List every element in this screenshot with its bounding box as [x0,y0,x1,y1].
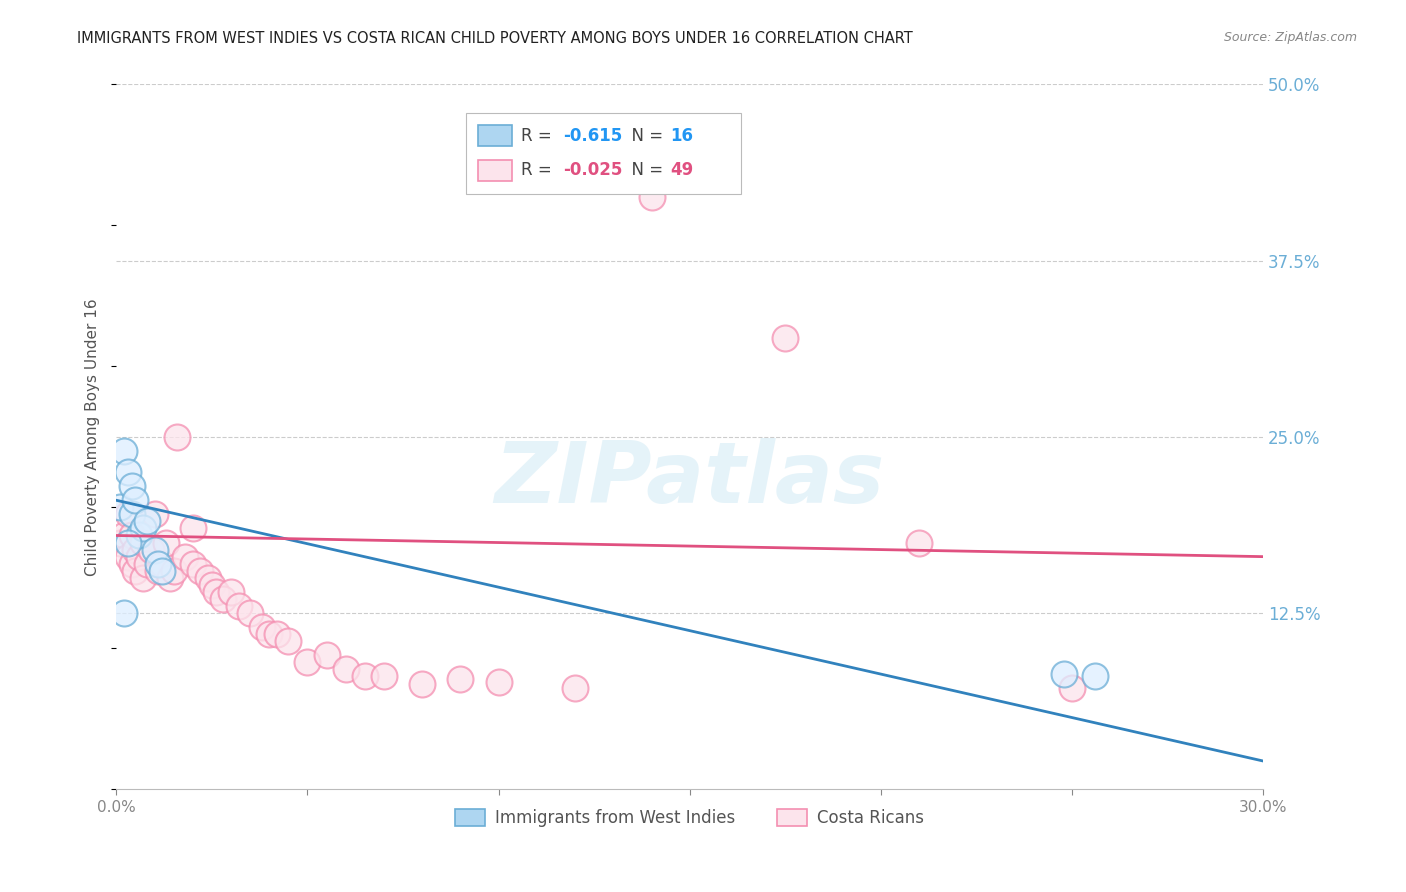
Point [166,430,188,444]
Point [150,557,173,571]
Point [775,331,797,345]
Text: N =: N = [621,161,668,179]
Point [155,535,177,549]
Point [353,669,375,683]
Point [1060,681,1083,695]
Point [411,676,433,690]
Point [197,571,219,585]
Point [128,528,150,542]
Text: 49: 49 [671,161,693,179]
Point [117,549,139,564]
Point [181,521,204,535]
Point [908,535,931,549]
Y-axis label: Child Poverty Among Boys Under 16: Child Poverty Among Boys Under 16 [86,298,100,575]
Text: R =: R = [522,127,557,145]
Point [132,535,155,549]
Point [212,591,235,606]
Point [121,557,143,571]
Point [162,564,184,578]
Point [117,508,139,522]
Point [181,557,204,571]
Point [117,535,139,549]
Point [132,521,155,535]
Point [488,675,510,690]
Point [297,656,319,670]
Point [124,542,146,557]
Point [117,465,139,479]
Point [132,571,155,585]
Text: 16: 16 [671,127,693,145]
Text: IMMIGRANTS FROM WEST INDIES VS COSTA RICAN CHILD POVERTY AMONG BOYS UNDER 16 COR: IMMIGRANTS FROM WEST INDIES VS COSTA RIC… [77,31,912,46]
Point [1084,669,1107,683]
Point [128,549,150,564]
Point [124,493,146,508]
FancyBboxPatch shape [478,160,512,181]
Point [257,627,280,641]
Point [135,557,157,571]
Legend: Immigrants from West Indies, Costa Ricans: Immigrants from West Indies, Costa Rican… [449,802,931,834]
Point [112,444,135,458]
Point [159,571,181,585]
Text: -0.615: -0.615 [564,127,623,145]
Point [204,585,226,599]
Point [121,479,143,493]
Point [150,564,173,578]
Text: ZIPatlas: ZIPatlas [495,438,884,521]
Text: N =: N = [621,127,668,145]
Point [1053,666,1076,681]
Point [112,606,135,620]
Point [239,606,262,620]
Point [201,578,224,592]
Point [143,508,166,522]
Point [121,508,143,522]
FancyBboxPatch shape [478,125,512,146]
Point [277,634,299,648]
Point [250,620,273,634]
Point [564,681,586,695]
Text: -0.025: -0.025 [564,161,623,179]
Point [679,161,702,176]
Point [139,542,162,557]
Point [640,190,662,204]
Point [148,564,170,578]
Point [108,500,131,515]
FancyBboxPatch shape [467,112,741,194]
Point [124,564,146,578]
Point [266,627,288,641]
Text: Source: ZipAtlas.com: Source: ZipAtlas.com [1223,31,1357,45]
Point [219,585,242,599]
Point [148,557,170,571]
Point [449,673,471,687]
Point [112,528,135,542]
Point [315,648,337,663]
Point [108,535,131,549]
Point [373,669,395,683]
Point [121,528,143,542]
Point [228,599,250,613]
Point [135,515,157,529]
Point [335,662,357,676]
Point [143,542,166,557]
Text: R =: R = [522,161,557,179]
Point [190,564,212,578]
Point [174,549,197,564]
